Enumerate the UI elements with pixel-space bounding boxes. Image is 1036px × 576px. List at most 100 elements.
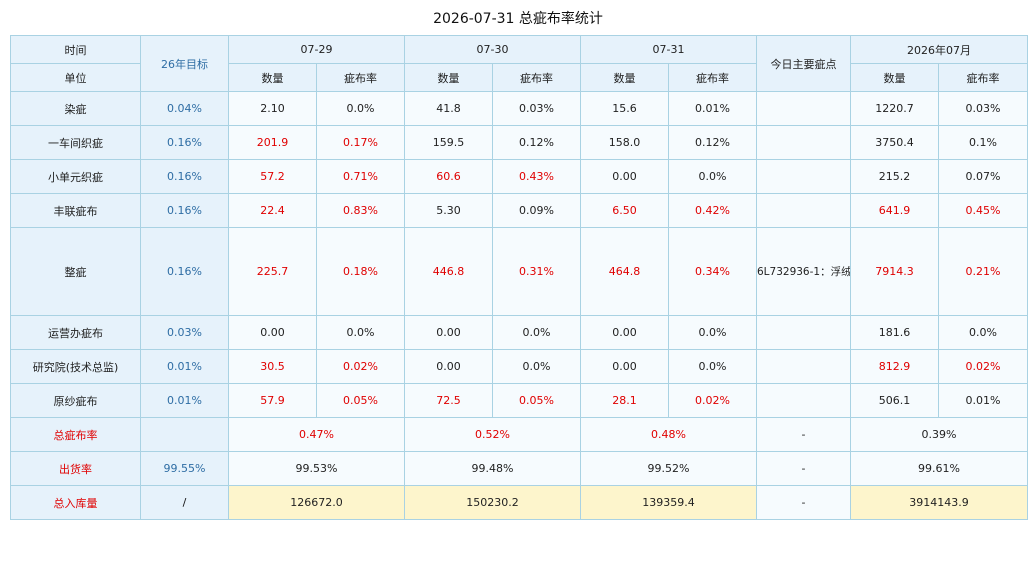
month-ship-rate: 99.61% — [850, 451, 1028, 486]
row-target: 99.55% — [140, 451, 229, 486]
row-label: 运营办疵布 — [10, 315, 141, 350]
report-title: 2026-07-31 总疵布率统计 — [433, 11, 603, 27]
day2-rate: 0.0% — [492, 349, 581, 384]
day1-total-rate: 0.47% — [228, 417, 405, 452]
row-target: 0.04% — [140, 91, 229, 126]
day3-qty: 0.00 — [580, 315, 669, 350]
day1-qty: 0.00 — [228, 315, 317, 350]
row-target: 0.16% — [140, 227, 229, 316]
day2-qty: 0.00 — [404, 315, 493, 350]
month-qty: 812.9 — [850, 349, 939, 384]
main-defect-note: 6L732936-1：浮绒斑16.3/ 幅不均5.1/ 难以清洗的油污12.6/… — [756, 227, 851, 316]
day3-rate: 0.0% — [668, 159, 757, 194]
row-label: 小单元织疵 — [10, 159, 141, 194]
day2-qty: 72.5 — [404, 383, 493, 418]
row-label: 一车间织疵 — [10, 125, 141, 160]
day2-rate: 0.43% — [492, 159, 581, 194]
month-qty: 1220.7 — [850, 91, 939, 126]
day1-qty: 22.4 — [228, 193, 317, 228]
row-target: 0.01% — [140, 383, 229, 418]
day1-rate: 0.83% — [316, 193, 405, 228]
qty-header: 数量 — [228, 63, 317, 92]
main-defect-header: 今日主要疵点 — [756, 35, 851, 92]
day1-qty: 57.2 — [228, 159, 317, 194]
month-qty: 215.2 — [850, 159, 939, 194]
qty-header: 数量 — [850, 63, 939, 92]
day2-qty: 5.30 — [404, 193, 493, 228]
day1-qty: 30.5 — [228, 349, 317, 384]
month-qty: 181.6 — [850, 315, 939, 350]
day1-qty: 225.7 — [228, 227, 317, 316]
day2-rate: 0.05% — [492, 383, 581, 418]
row-target: 0.16% — [140, 125, 229, 160]
row-target: 0.01% — [140, 349, 229, 384]
row-label: 总入库量 — [10, 485, 141, 520]
main-defect-cell — [756, 91, 851, 126]
day1-rate: 0.18% — [316, 227, 405, 316]
day3-rate: 0.12% — [668, 125, 757, 160]
summary-row-total-rate: 总疵布率 0.47% 0.52% 0.48% - 0.39% — [10, 417, 1028, 452]
day1-rate: 0.02% — [316, 349, 405, 384]
month-qty: 641.9 — [850, 193, 939, 228]
table-row: 小单元织疵 0.16% 57.2 0.71% 60.6 0.43% 0.00 0… — [10, 159, 1028, 194]
unit-header: 单位 — [10, 63, 141, 92]
month-rate: 0.45% — [938, 193, 1028, 228]
day1-total-stock: 126672.0 — [228, 485, 405, 520]
summary-row-total-stock: 总入库量 / 126672.0 150230.2 139359.4 - 3914… — [10, 485, 1028, 520]
month-total-rate: 0.39% — [850, 417, 1028, 452]
row-target — [140, 417, 229, 452]
day3-total-rate: 0.48% — [580, 417, 757, 452]
main-defect-cell: - — [756, 417, 851, 452]
table-row: 整疵 0.16% 225.7 0.18% 446.8 0.31% 464.8 0… — [10, 227, 1028, 316]
day2-qty: 60.6 — [404, 159, 493, 194]
month-rate: 0.1% — [938, 125, 1028, 160]
day3-qty: 28.1 — [580, 383, 669, 418]
row-target: / — [140, 485, 229, 520]
main-defect-cell — [756, 383, 851, 418]
day3-rate: 0.42% — [668, 193, 757, 228]
row-label: 研究院(技术总监) — [10, 349, 141, 384]
table-row: 运营办疵布 0.03% 0.00 0.0% 0.00 0.0% 0.00 0.0… — [10, 315, 1028, 350]
table-row: 丰联疵布 0.16% 22.4 0.83% 5.30 0.09% 6.50 0.… — [10, 193, 1028, 228]
qty-header: 数量 — [404, 63, 493, 92]
row-target: 0.16% — [140, 193, 229, 228]
time-header: 时间 — [10, 35, 141, 64]
day1-qty: 57.9 — [228, 383, 317, 418]
row-label: 原纱疵布 — [10, 383, 141, 418]
target-header: 26年目标 — [140, 35, 229, 92]
day2-rate: 0.09% — [492, 193, 581, 228]
day2-qty: 446.8 — [404, 227, 493, 316]
main-defect-cell — [756, 125, 851, 160]
rate-header: 疵布率 — [938, 63, 1028, 92]
date-header-1: 07-29 — [228, 35, 405, 64]
day3-rate: 0.34% — [668, 227, 757, 316]
row-label: 整疵 — [10, 227, 141, 316]
main-defect-cell: - — [756, 451, 851, 486]
day1-rate: 0.05% — [316, 383, 405, 418]
day3-qty: 6.50 — [580, 193, 669, 228]
main-defect-cell — [756, 159, 851, 194]
month-header: 2026年07月 — [850, 35, 1028, 64]
month-qty: 3750.4 — [850, 125, 939, 160]
day3-total-stock: 139359.4 — [580, 485, 757, 520]
day1-rate: 0.17% — [316, 125, 405, 160]
row-label: 丰联疵布 — [10, 193, 141, 228]
header-row-dates: 时间 26年目标 07-29 07-30 07-31 今日主要疵点 2026年0… — [10, 35, 1028, 92]
month-rate: 0.07% — [938, 159, 1028, 194]
header-row-metrics: 单位 数量 疵布率 数量 疵布率 数量 疵布率 数量 疵布率 — [10, 63, 1028, 92]
date-header-2: 07-30 — [404, 35, 581, 64]
day3-qty: 0.00 — [580, 349, 669, 384]
table-row: 一车间织疵 0.16% 201.9 0.17% 159.5 0.12% 158.… — [10, 125, 1028, 160]
day1-rate: 0.0% — [316, 91, 405, 126]
row-target: 0.16% — [140, 159, 229, 194]
day2-qty: 41.8 — [404, 91, 493, 126]
month-qty: 506.1 — [850, 383, 939, 418]
day2-total-stock: 150230.2 — [404, 485, 581, 520]
day1-ship-rate: 99.53% — [228, 451, 405, 486]
row-label: 染疵 — [10, 91, 141, 126]
day1-rate: 0.0% — [316, 315, 405, 350]
main-defect-cell — [756, 349, 851, 384]
day2-rate: 0.0% — [492, 315, 581, 350]
table-row: 原纱疵布 0.01% 57.9 0.05% 72.5 0.05% 28.1 0.… — [10, 383, 1028, 418]
day1-qty: 2.10 — [228, 91, 317, 126]
